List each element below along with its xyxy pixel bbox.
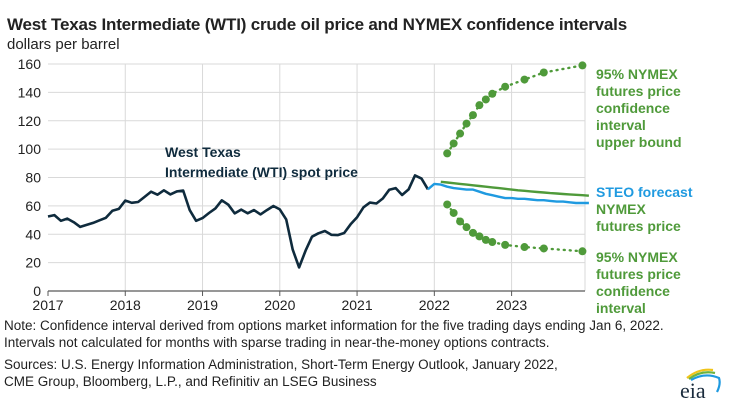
nymex-label: NYMEX bbox=[596, 201, 646, 217]
data-point bbox=[539, 68, 548, 77]
series-line-0 bbox=[47, 174, 430, 269]
data-point bbox=[456, 217, 465, 226]
y-tick-label: 120 bbox=[18, 113, 42, 129]
wti-label: Intermediate (WTI) spot price bbox=[165, 164, 358, 180]
data-point bbox=[462, 223, 471, 232]
y-tick-label: 80 bbox=[25, 170, 41, 186]
upper-bound-label: interval bbox=[596, 117, 646, 133]
nymex-label: futures price bbox=[596, 218, 681, 234]
data-point bbox=[449, 139, 458, 148]
upper-bound-label: upper bound bbox=[596, 134, 682, 150]
y-tick-label: 0 bbox=[33, 283, 41, 299]
x-tick-label: 2019 bbox=[187, 297, 218, 313]
series-labels: West Texas Intermediate (WTI) spot price 9… bbox=[165, 66, 693, 316]
series-dotted-line-3 bbox=[446, 64, 584, 155]
data-point bbox=[578, 247, 587, 256]
axes: 0 20 40 60 80 100 120 140 160 2017 2018 2019 2020 202… bbox=[18, 56, 585, 313]
lower-bound-label: interval bbox=[596, 300, 646, 316]
data-point bbox=[481, 95, 490, 104]
y-tick-label: 40 bbox=[25, 226, 41, 242]
x-tick-label: 2023 bbox=[496, 297, 527, 313]
data-point bbox=[443, 149, 452, 158]
chart-subtitle: dollars per barrel bbox=[7, 36, 120, 53]
data-point bbox=[488, 89, 497, 98]
x-tick-label: 2022 bbox=[419, 297, 450, 313]
upper-bound-label: 95% NYMEX bbox=[596, 66, 678, 82]
chart-sources: Sources: U.S. Energy Information Adminis… bbox=[4, 357, 558, 389]
data-point bbox=[449, 208, 458, 217]
data-point bbox=[456, 129, 465, 138]
data-point bbox=[488, 238, 497, 247]
data-point bbox=[468, 228, 477, 237]
y-tick-label: 160 bbox=[18, 56, 42, 72]
y-tick-label: 100 bbox=[18, 141, 42, 157]
chart-note: Note: Confidence interval derived from o… bbox=[4, 318, 664, 350]
upper-bound-label: futures price bbox=[596, 83, 681, 99]
series-line-2 bbox=[440, 180, 589, 197]
logo-text: eia bbox=[680, 378, 706, 402]
y-tick-label: 60 bbox=[25, 198, 41, 214]
eia-logo-icon: eia bbox=[677, 366, 725, 407]
data-point bbox=[475, 232, 484, 241]
data-point bbox=[468, 111, 477, 120]
data-point bbox=[475, 101, 484, 110]
lower-bound-label: confidence bbox=[596, 283, 670, 299]
x-tick-label: 2018 bbox=[110, 297, 141, 313]
y-tick-label: 140 bbox=[18, 84, 42, 100]
data-point bbox=[501, 82, 510, 91]
x-tick-label: 2021 bbox=[341, 297, 372, 313]
x-tick-label: 2017 bbox=[32, 297, 63, 313]
data-point bbox=[443, 200, 452, 209]
data-point bbox=[462, 119, 471, 128]
data-point bbox=[578, 61, 587, 70]
lower-bound-label: futures price bbox=[596, 266, 681, 282]
series-layer bbox=[47, 61, 589, 269]
upper-bound-label: confidence bbox=[596, 100, 670, 116]
steo-label: STEO forecast bbox=[596, 184, 693, 200]
line-chart: 0 20 40 60 80 100 120 140 160 2017 2018 2019 2020 202… bbox=[18, 56, 693, 316]
data-point bbox=[520, 243, 529, 252]
data-point bbox=[481, 235, 490, 244]
y-tick-label: 20 bbox=[25, 255, 41, 271]
data-point bbox=[520, 75, 529, 84]
data-point bbox=[539, 244, 548, 253]
chart-title: West Texas Intermediate (WTI) crude oil … bbox=[7, 15, 627, 34]
series-line-1 bbox=[427, 182, 589, 205]
wti-label: West Texas bbox=[165, 144, 241, 160]
lower-bound-label: 95% NYMEX bbox=[596, 249, 678, 265]
data-point bbox=[501, 240, 510, 249]
x-tick-label: 2020 bbox=[264, 297, 295, 313]
